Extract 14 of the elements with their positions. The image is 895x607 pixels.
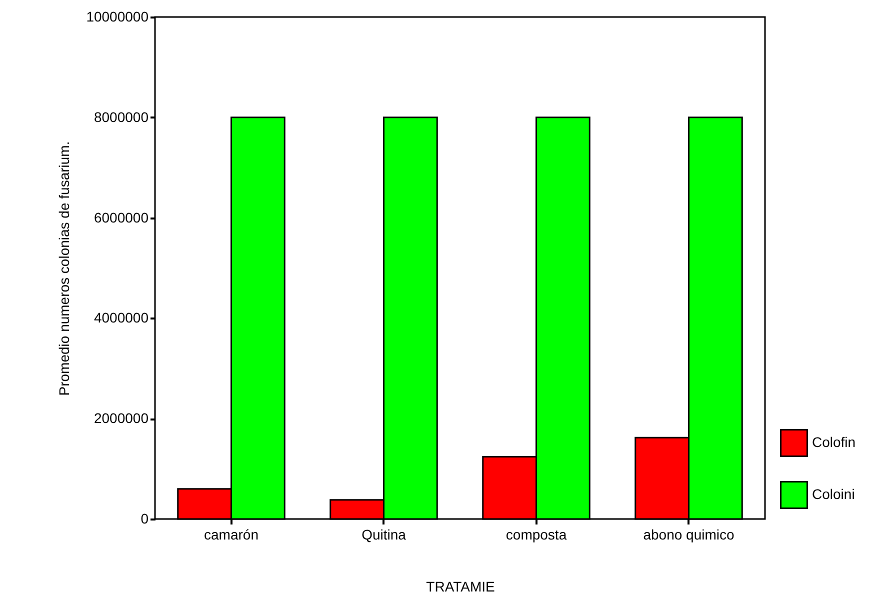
x-tick-label: composta	[506, 526, 567, 542]
y-tick-label: 4000000	[94, 310, 149, 326]
x-tick-label: camarón	[204, 526, 258, 542]
x-axis-title: TRATAMIE	[426, 578, 495, 594]
y-tick-label: 8000000	[94, 108, 149, 125]
x-tick-label: Quitina	[362, 526, 406, 542]
y-tick-label: 2000000	[94, 410, 149, 426]
legend-label: Colofin	[812, 434, 856, 450]
legend-label: Coloini	[812, 486, 855, 502]
y-tick-label: 6000000	[94, 209, 149, 226]
x-tick-label: abono quimico	[643, 526, 734, 542]
y-tick-label: 0	[140, 510, 149, 526]
y-axis-title: Promedio numeros colonias de fusarium.	[56, 141, 72, 396]
y-tick-label: 10000000	[86, 8, 149, 24]
